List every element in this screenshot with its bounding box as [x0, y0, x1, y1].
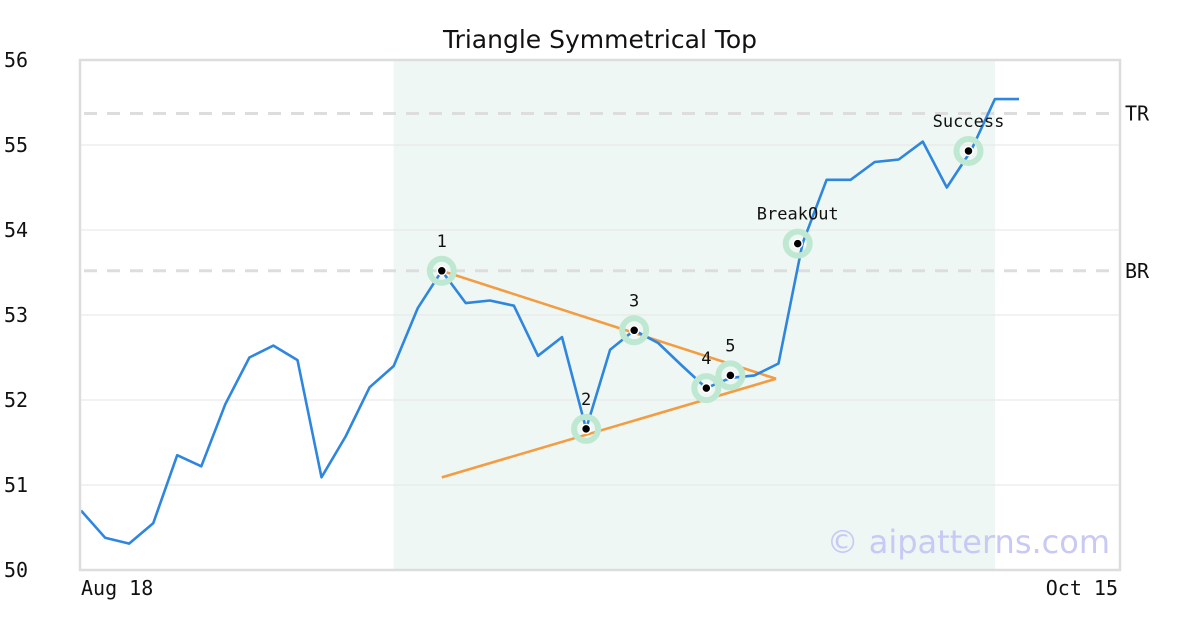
point-label: 5: [725, 336, 735, 356]
point-halo: [619, 315, 650, 346]
point-dot: [436, 265, 448, 277]
y-tick-label: 52: [4, 388, 28, 412]
point-halo: [571, 413, 602, 444]
point-halo: [782, 228, 813, 259]
point-halo: [953, 135, 984, 166]
point-label: Success: [933, 112, 1005, 132]
level-label: TR: [1125, 102, 1150, 126]
pattern-line: [441, 377, 777, 479]
point-label: 2: [581, 390, 591, 410]
level-lines: TR BR: [84, 102, 1150, 283]
y-tick-label: 53: [4, 303, 28, 327]
point-dot: [628, 325, 640, 336]
y-tick-label: 55: [4, 133, 28, 157]
point-halo: [691, 373, 722, 404]
point-dot: [792, 238, 803, 249]
y-tick-label: 51: [4, 473, 28, 497]
point-label: BreakOut: [757, 205, 839, 225]
x-tick-label: Oct 15: [1046, 576, 1118, 600]
pattern-line: [441, 269, 777, 380]
point-label: 4: [701, 349, 711, 369]
chart-title: Triangle Symmetrical Top: [442, 25, 757, 54]
point-dot: [725, 370, 736, 381]
level-label: BR: [1125, 259, 1150, 283]
watermark: © aipatterns.com: [827, 523, 1110, 561]
price-line: [80, 97, 1019, 545]
y-axis: 50 51 52 53 54 55 56: [4, 48, 28, 582]
pattern-points: 1 2 3 45 BreakOut Success: [426, 112, 1005, 444]
x-tick-label: Aug 18: [81, 576, 153, 600]
point-dot: [580, 423, 592, 435]
point-label: 1: [437, 232, 447, 252]
point-dot: [963, 145, 974, 157]
plot-frame: [78, 58, 1122, 572]
y-tick-label: 54: [4, 218, 28, 242]
point-label: 3: [629, 291, 639, 311]
point-halo: [715, 360, 746, 391]
x-axis: Aug 18 Oct 15: [81, 576, 1118, 600]
y-tick-label: 50: [4, 558, 28, 582]
y-tick-label: 56: [4, 48, 28, 72]
point-dot: [701, 382, 712, 394]
point-halo: [426, 255, 457, 286]
pattern-lines: [441, 269, 777, 479]
